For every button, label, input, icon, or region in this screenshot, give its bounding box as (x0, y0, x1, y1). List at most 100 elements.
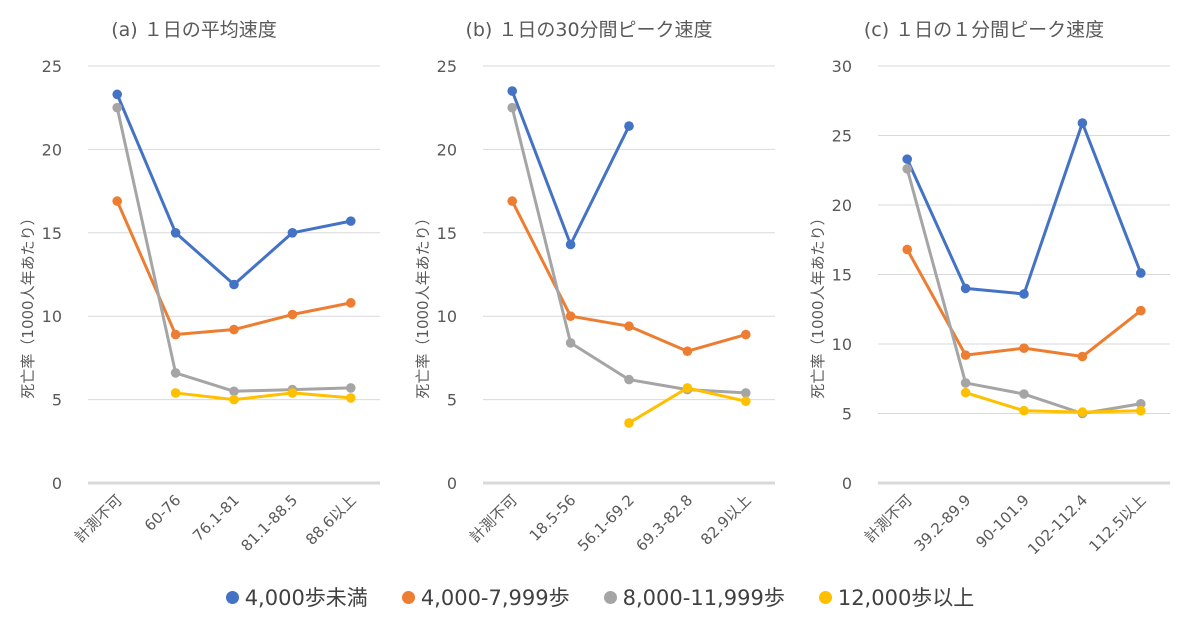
x-tick-label: 102-112.4 (1024, 491, 1091, 558)
x-tick-label: 112.5以上 (1085, 491, 1149, 555)
chart-panel: (a) １日の平均速度 0 5 10 15 20 25 死亡率（1000人年あたり） 計測不可 6… (19, 19, 380, 555)
y-tick-label: 0 (447, 474, 457, 493)
data-point (1019, 289, 1029, 299)
legend-label: 8,000-11,999歩 (622, 586, 785, 610)
data-point (682, 383, 693, 393)
y-tick-label: 5 (447, 391, 457, 410)
series-line (175, 391, 351, 402)
legend: 4,000歩未満 4,000-7,999歩 8,000-11,999歩 12,0… (0, 582, 1200, 612)
series-line (115, 93, 352, 287)
y-axis-label: 死亡率（1000人年あたり） (809, 210, 827, 398)
y-tick-label: 25 (42, 57, 62, 76)
data-point (1136, 398, 1146, 409)
data-point (1019, 389, 1029, 399)
x-tick-label: 90-101.9 (972, 491, 1032, 551)
legend-label: 12,000歩以上 (837, 586, 975, 610)
y-axis-label: 死亡率（1000人年あたり） (19, 210, 37, 398)
chart-panel: (c) １日の１分間ピーク速度 0 5 10 15 20 25 30 死亡率（1000人年あたり… (809, 19, 1170, 558)
data-point (346, 383, 356, 393)
data-point (902, 154, 912, 164)
x-tick-label: 82.9以上 (697, 491, 755, 549)
x-tick-label: 計測不可 (466, 491, 521, 546)
series-line (115, 107, 351, 393)
data-point (229, 386, 239, 397)
data-point (960, 283, 971, 294)
x-tick-label: 56.1-69.2 (574, 491, 638, 555)
legend-item: 4,000歩未満 (225, 582, 368, 612)
data-point (960, 350, 971, 360)
data-point (170, 388, 181, 398)
legend-item: 12,000歩以上 (818, 582, 975, 612)
data-point (170, 228, 181, 238)
y-tick-label: 15 (437, 224, 457, 243)
series-line (510, 90, 631, 246)
legend-marker-icon (603, 590, 617, 604)
data-point (565, 338, 576, 348)
data-point (1136, 305, 1146, 316)
y-tick-label: 10 (437, 307, 457, 326)
data-point (741, 396, 751, 407)
data-point (346, 216, 356, 226)
y-tick-label: 5 (842, 405, 852, 424)
data-point (960, 378, 971, 388)
data-point (1077, 407, 1088, 417)
data-point (287, 309, 298, 320)
x-tick-label: 60-76 (141, 491, 185, 535)
data-point (112, 196, 122, 206)
x-tick-label: 69.3-82.8 (632, 491, 696, 555)
data-point (170, 329, 181, 340)
data-point (624, 321, 634, 332)
data-point (1019, 405, 1029, 416)
data-point (507, 86, 517, 96)
chart-panel: (b) １日の30分間ピーク速度 0 5 10 15 20 25 死亡率（1000人年あたり）… (414, 19, 775, 555)
y-tick-label: 0 (842, 474, 852, 493)
series-line (965, 391, 1141, 414)
data-point (112, 89, 122, 100)
y-tick-label: 15 (42, 224, 62, 243)
data-point (1136, 405, 1146, 416)
data-point (565, 239, 576, 250)
series-line (510, 107, 746, 395)
x-tick-label: 39.2-89.9 (911, 491, 975, 555)
data-point (902, 244, 912, 255)
data-point (170, 368, 181, 378)
chart-title: (b) １日の30分間ピーク速度 (465, 19, 712, 41)
data-point (960, 387, 971, 398)
legend-marker-icon (818, 590, 832, 604)
data-point (229, 394, 239, 405)
data-point (1077, 118, 1088, 128)
data-point (624, 121, 634, 131)
data-point (346, 298, 356, 308)
data-point (1077, 351, 1088, 362)
data-point (902, 164, 912, 174)
x-tick-label: 81.1-88.5 (237, 491, 301, 555)
y-tick-label: 20 (42, 140, 62, 159)
x-tick-label: 18.5-56 (526, 491, 580, 545)
legend-marker-icon (225, 590, 239, 604)
y-axis-label: 死亡率（1000人年あたり） (414, 210, 432, 398)
legend-item: 4,000-7,999歩 (401, 582, 570, 612)
data-point (346, 393, 356, 403)
y-tick-label: 25 (437, 57, 457, 76)
y-tick-label: 25 (832, 127, 852, 146)
legend-label: 4,000歩未満 (244, 586, 368, 610)
y-tick-label: 10 (42, 307, 62, 326)
x-tick-label: 計測不可 (861, 491, 916, 546)
data-point (741, 329, 751, 340)
data-point (565, 311, 576, 322)
data-point (287, 228, 298, 238)
data-point (507, 102, 517, 113)
data-point (624, 374, 634, 385)
data-point (112, 102, 122, 113)
series-line (905, 121, 1143, 296)
x-tick-label: 計測不可 (71, 491, 126, 546)
legend-marker-icon (401, 590, 415, 604)
data-point (229, 279, 239, 290)
chart-title: (c) １日の１分間ピーク速度 (864, 19, 1104, 41)
data-point (741, 388, 751, 398)
x-tick-label: 88.6以上 (302, 491, 360, 549)
data-point (682, 346, 693, 357)
y-tick-label: 20 (437, 140, 457, 159)
y-tick-label: 5 (52, 391, 62, 410)
